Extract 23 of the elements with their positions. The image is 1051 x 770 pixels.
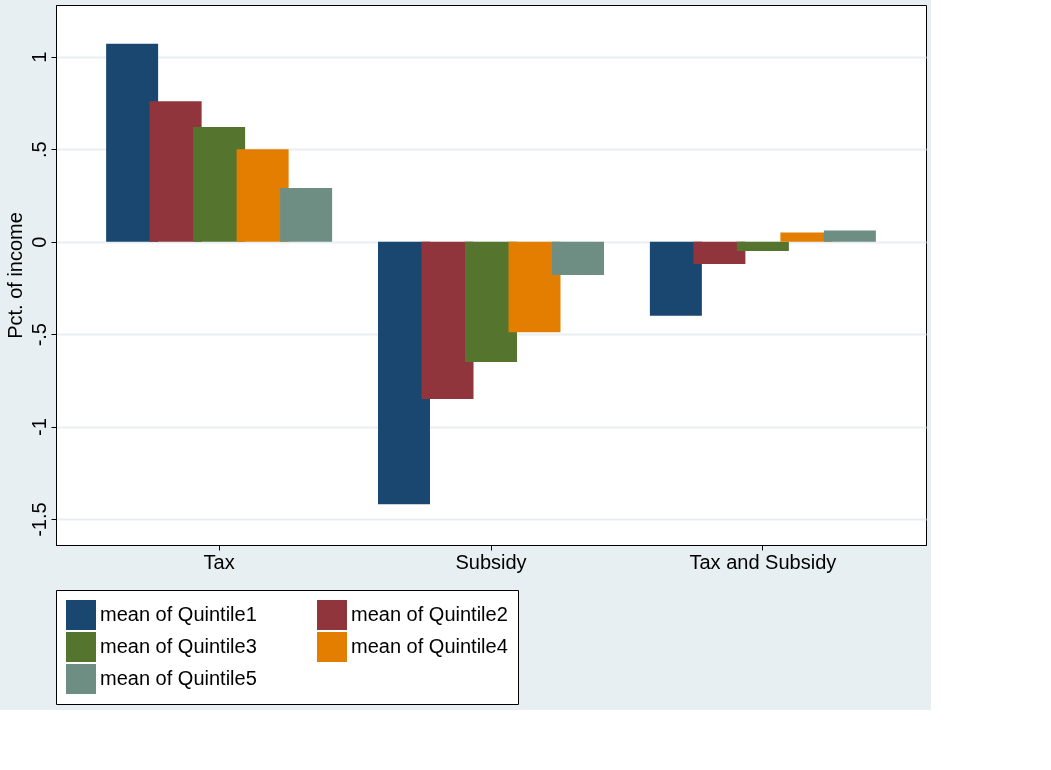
bar xyxy=(280,188,333,242)
bar xyxy=(378,241,430,505)
y-tick-label: -1.5 xyxy=(27,502,50,537)
y-tick-label: 1 xyxy=(27,51,50,63)
y-tick-label: -1 xyxy=(27,418,50,437)
y-tick-label: -.5 xyxy=(27,323,50,347)
y-axis-title: Pct. of income xyxy=(3,212,26,339)
legend-label: mean of Quintile5 xyxy=(100,667,257,689)
bar xyxy=(693,241,746,264)
bar xyxy=(649,241,702,316)
bar xyxy=(823,230,876,242)
x-tick-label: Subsidy xyxy=(455,550,527,573)
x-tick-label: Tax and Subsidy xyxy=(689,550,837,573)
bar xyxy=(508,241,561,333)
legend-label: mean of Quintile1 xyxy=(100,603,257,625)
x-tick-label: Tax xyxy=(203,550,235,573)
y-tick-label: .5 xyxy=(27,141,50,159)
legend-label: mean of Quintile3 xyxy=(100,635,257,657)
bar xyxy=(736,241,789,251)
bar xyxy=(552,241,604,275)
legend-label: mean of Quintile2 xyxy=(351,603,508,625)
y-tick-label: 0 xyxy=(27,236,50,248)
legend-label: mean of Quintile4 xyxy=(351,635,508,657)
